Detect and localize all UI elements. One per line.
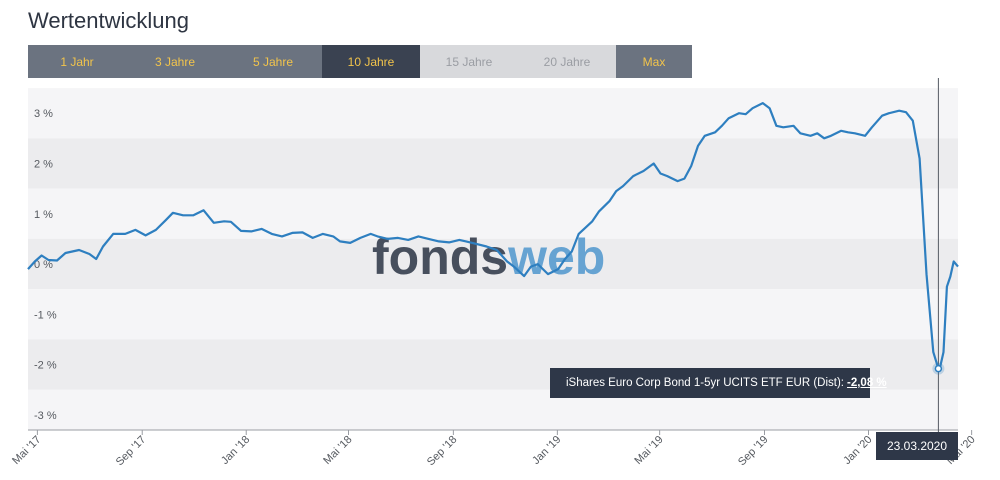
x-tick-label: Mai '18 — [321, 434, 354, 467]
x-tick-label: Jan '20 — [841, 434, 874, 467]
y-tick-label: -2 % — [34, 360, 57, 372]
plot-bands — [28, 88, 958, 430]
plot-band — [28, 138, 958, 189]
tab-1-jahr[interactable]: 1 Jahr — [28, 45, 126, 78]
plot-band — [28, 289, 958, 340]
tab-20-jahre: 20 Jahre — [518, 45, 616, 78]
fondsweb-watermark: fondsweb — [372, 229, 605, 285]
x-tick-label: Jan '19 — [530, 434, 563, 467]
x-tick-label: Sep '17 — [114, 434, 149, 469]
y-tick-label: -1 % — [34, 309, 57, 321]
x-axis: Mai '17 Sep '17 Jan '18 Mai '18 Sep '18 Jan '… — [10, 429, 978, 469]
tab-max[interactable]: Max — [616, 45, 692, 78]
tab-10-jahre[interactable]: 10 Jahre — [322, 45, 420, 78]
crosshair-date-label: 23.03.2020 — [876, 432, 958, 460]
series-line — [27, 102, 959, 370]
plot-band — [28, 88, 958, 139]
performance-chart[interactable]: 3 % 2 % 1 % 0 % -1 % -2 % -3 % Mai '17 Sep '17 J… — [0, 78, 1000, 480]
y-tick-label: 3 % — [34, 108, 53, 120]
plot-band — [28, 188, 958, 239]
tooltip-value: -2,08 % — [847, 377, 887, 389]
x-tick-label: Mai '17 — [10, 434, 43, 467]
watermark-part2: web — [507, 229, 605, 285]
tab-5-jahre[interactable]: 5 Jahre — [224, 45, 322, 78]
timeframe-tabs: 1 Jahr 3 Jahre 5 Jahre 10 Jahre 15 Jahre… — [28, 45, 692, 78]
y-tick-label: -3 % — [34, 410, 57, 422]
tooltip-series-label: iShares Euro Corp Bond 1-5yr UCITS ETF E… — [566, 377, 844, 389]
tab-15-jahre: 15 Jahre — [420, 45, 518, 78]
tab-3-jahre[interactable]: 3 Jahre — [126, 45, 224, 78]
plot-band — [28, 238, 958, 290]
page-title: Wertentwicklung — [28, 8, 189, 33]
chart-tooltip: iShares Euro Corp Bond 1-5yr UCITS ETF E… — [550, 368, 887, 398]
y-tick-label: 2 % — [34, 158, 53, 170]
x-tick-label: Mai '19 — [632, 434, 665, 467]
x-tick-label: Sep '18 — [425, 434, 460, 469]
y-tick-label: 1 % — [34, 209, 53, 221]
x-tick-label: Jan '18 — [219, 434, 252, 467]
y-tick-label: 0 % — [34, 259, 53, 271]
y-axis: 3 % 2 % 1 % 0 % -1 % -2 % -3 % — [34, 108, 57, 422]
x-tick-label: Sep '19 — [736, 434, 771, 469]
highlight-marker — [934, 364, 943, 373]
